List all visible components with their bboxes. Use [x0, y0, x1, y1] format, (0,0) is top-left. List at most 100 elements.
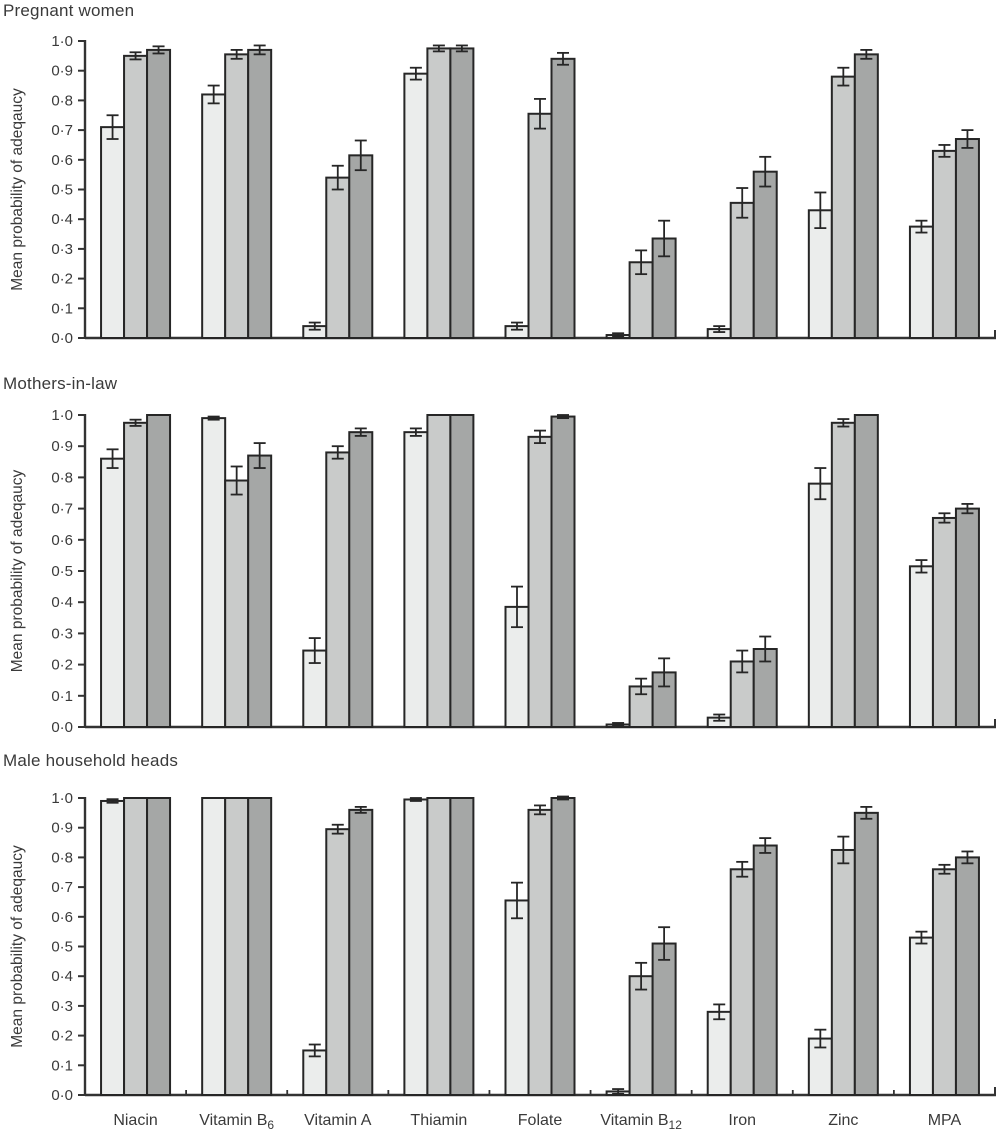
bar-Thiamin-mid-grey [426, 797, 452, 1096]
bar-MPA-light-grey [908, 936, 934, 1097]
bar-Niacin-mid-grey [123, 421, 149, 728]
bar-Zinc-dark-grey [853, 414, 879, 728]
bar-Folate-dark-grey [550, 415, 576, 728]
bar-Vitamin A-dark-grey [348, 808, 374, 1096]
y-axis-label: Mean probability of adeqaucy [9, 845, 26, 1048]
x-category-label: Iron [728, 1112, 756, 1129]
bar-Zinc-mid-grey [830, 75, 856, 339]
bar-Vitamin A-mid-grey [325, 176, 351, 339]
y-tick-label: 0·1 [51, 300, 73, 317]
bar-Thiamin-mid-grey [426, 414, 452, 728]
y-tick-label: 0·5 [51, 939, 73, 956]
x-category-label: Vitamin B12 [600, 1112, 682, 1132]
y-tick-label: 0·8 [51, 92, 73, 109]
bar-Iron-dark-grey [752, 170, 778, 339]
y-tick-label: 0·3 [51, 998, 73, 1015]
bar-Vitamin B6-mid-grey [224, 479, 250, 728]
bar-Iron-mid-grey [729, 201, 755, 339]
bar-Vitamin B12-dark-grey [651, 942, 677, 1097]
bar-MPA-dark-grey [954, 856, 980, 1097]
bar-Zinc-light-grey [807, 482, 833, 729]
bar-Zinc-light-grey [807, 209, 833, 339]
y-tick-label: 0·1 [51, 1057, 73, 1074]
bar-Zinc-mid-grey [830, 421, 856, 728]
y-tick-label: 0·7 [51, 501, 73, 518]
bar-Vitamin B6-dark-grey [247, 454, 273, 728]
y-tick-label: 0·4 [51, 968, 73, 985]
y-tick-label: 0·6 [51, 532, 73, 549]
bar-Vitamin A-dark-grey [348, 154, 374, 339]
bar-Thiamin-dark-grey [449, 797, 475, 1096]
y-axis-label: Mean probability of adeqaucy [9, 470, 26, 673]
y-tick-label: 0·9 [51, 438, 73, 455]
y-tick-label: 0·4 [51, 594, 73, 611]
y-tick-label: 0·0 [51, 1087, 73, 1104]
bar-Folate-mid-grey [527, 808, 553, 1096]
bar-Thiamin-mid-grey [426, 47, 452, 340]
bar-MPA-mid-grey [931, 149, 957, 339]
bar-Thiamin-light-grey [403, 431, 429, 728]
y-tick-label: 0·0 [51, 330, 73, 347]
y-tick-label: 0·8 [51, 849, 73, 866]
bar-Niacin-dark-grey [146, 48, 172, 339]
y-tick-label: 0·2 [51, 657, 73, 674]
bar-Vitamin A-dark-grey [348, 431, 374, 728]
bar-Vitamin B6-light-grey [201, 797, 227, 1096]
bar-Vitamin B6-dark-grey [247, 48, 273, 339]
x-category-label: MPA [928, 1112, 962, 1129]
x-category-label: Vitamin B6 [199, 1112, 274, 1132]
y-tick-label: 0·6 [51, 909, 73, 926]
bar-Folate-light-grey [504, 899, 530, 1097]
y-tick-label: 0·7 [51, 879, 73, 896]
x-category-label: Thiamin [410, 1112, 467, 1129]
panel-title-mothers-in-law: Mothers-in-law [3, 374, 118, 393]
bar-Thiamin-light-grey [403, 798, 429, 1096]
bar-Iron-light-grey [706, 1010, 732, 1097]
bar-MPA-mid-grey [931, 516, 957, 729]
bar-Niacin-light-grey [100, 799, 126, 1096]
y-tick-label: 0·7 [51, 122, 73, 139]
y-tick-label: 0·3 [51, 625, 73, 642]
panel-title-male-household-heads: Male household heads [3, 751, 179, 770]
y-tick-label: 0·8 [51, 469, 73, 486]
bar-Iron-mid-grey [729, 868, 755, 1097]
bar-Niacin-dark-grey [146, 797, 172, 1096]
bar-Folate-dark-grey [550, 797, 576, 1096]
x-category-label: Zinc [828, 1112, 858, 1129]
y-tick-label: 1·0 [51, 790, 73, 807]
bar-Niacin-dark-grey [146, 414, 172, 728]
bar-Niacin-light-grey [100, 126, 126, 339]
y-tick-label: 0·9 [51, 63, 73, 80]
bar-Folate-dark-grey [550, 57, 576, 339]
bar-Iron-dark-grey [752, 844, 778, 1097]
bar-Vitamin B6-dark-grey [247, 797, 273, 1096]
bar-Vitamin B6-mid-grey [224, 53, 250, 340]
y-tick-label: 0·9 [51, 820, 73, 837]
y-axis-label: Mean probability of adeqaucy [9, 88, 26, 291]
y-tick-label: 0·6 [51, 152, 73, 169]
bar-Vitamin B12-mid-grey [628, 975, 654, 1097]
y-tick-label: 0·3 [51, 241, 73, 258]
bar-Vitamin A-mid-grey [325, 828, 351, 1096]
bar-MPA-light-grey [908, 225, 934, 339]
bar-Vitamin B6-light-grey [201, 93, 227, 339]
bar-Vitamin A-mid-grey [325, 451, 351, 728]
y-tick-label: 1·0 [51, 33, 73, 50]
bar-Thiamin-light-grey [403, 72, 429, 339]
bar-Zinc-dark-grey [853, 811, 879, 1096]
bar-Zinc-dark-grey [853, 53, 879, 340]
bar-Niacin-mid-grey [123, 54, 149, 339]
y-tick-label: 0·5 [51, 563, 73, 580]
bar-Folate-mid-grey [527, 112, 553, 339]
bar-Thiamin-dark-grey [449, 414, 475, 728]
y-tick-label: 1·0 [51, 407, 73, 424]
y-tick-label: 0·4 [51, 211, 73, 228]
x-category-label: Vitamin A [304, 1112, 372, 1129]
bar-MPA-dark-grey [954, 507, 980, 728]
bar-MPA-dark-grey [954, 138, 980, 339]
bar-Niacin-mid-grey [123, 797, 149, 1096]
bar-Vitamin B6-light-grey [201, 417, 227, 728]
bar-MPA-mid-grey [931, 868, 957, 1097]
y-tick-label: 0·0 [51, 719, 73, 736]
